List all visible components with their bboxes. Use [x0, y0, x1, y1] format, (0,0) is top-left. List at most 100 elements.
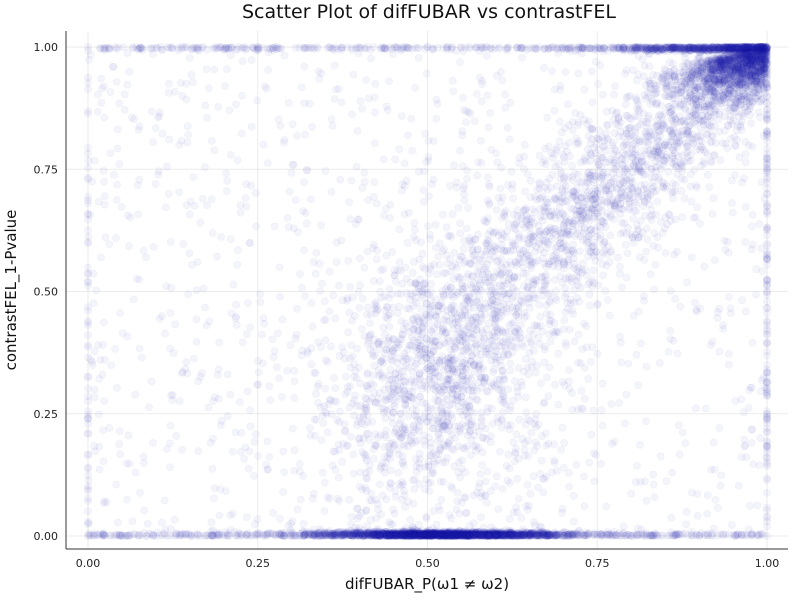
scatter-point — [397, 530, 405, 539]
scatter-point — [138, 44, 147, 53]
scatter-point — [129, 43, 137, 52]
scatter-point — [418, 531, 427, 540]
grid — [66, 31, 788, 549]
scatter-point — [488, 45, 497, 54]
scatter-point — [440, 531, 449, 540]
scatter-point — [489, 529, 498, 538]
scatter-point — [253, 43, 262, 51]
scatter-point — [179, 530, 188, 538]
scatter-point — [585, 290, 594, 299]
scatter-point — [190, 531, 199, 540]
scatter-point — [449, 531, 458, 539]
scatter-point — [527, 529, 535, 537]
scatter-point — [525, 531, 534, 540]
scatter-point — [716, 156, 725, 164]
scatter-point — [593, 43, 602, 51]
scatter-point — [460, 530, 469, 539]
scatter-point — [492, 531, 501, 540]
scatter-point — [400, 529, 409, 538]
scatter-point — [302, 527, 311, 536]
scatter-point — [423, 346, 432, 355]
scatter-point — [599, 271, 607, 280]
scatter-point — [423, 43, 432, 51]
scatter-point — [462, 224, 471, 233]
scatter-point — [433, 270, 441, 279]
scatter-point — [525, 532, 534, 540]
scatter-point — [473, 531, 482, 540]
scatter-point — [140, 529, 149, 537]
scatter-point — [379, 529, 388, 538]
scatter-point — [430, 531, 439, 539]
scatter-point — [149, 532, 158, 540]
scatter-point — [389, 532, 398, 540]
scatter-point — [386, 530, 395, 539]
scatter-point — [355, 532, 364, 540]
scatter-point — [763, 532, 771, 540]
scatter-point — [591, 44, 600, 52]
scatter-point — [548, 43, 557, 52]
scatter-point — [151, 532, 160, 540]
scatter-point — [695, 531, 704, 539]
scatter-point — [348, 531, 356, 540]
scatter-point — [337, 531, 346, 540]
scatter-point — [477, 529, 485, 537]
scatter-point — [291, 43, 300, 52]
scatter-point — [179, 43, 188, 52]
scatter-point — [388, 529, 397, 538]
scatter-point — [602, 146, 611, 155]
scatter-point — [661, 92, 669, 100]
scatter-point — [363, 530, 372, 539]
scatter-point — [311, 531, 320, 539]
scatter-point — [315, 532, 324, 540]
scatter-point — [215, 530, 224, 539]
scatter-point — [426, 531, 435, 539]
scatter-point — [279, 531, 287, 539]
scatter-point — [332, 531, 341, 540]
scatter-point — [221, 44, 230, 53]
scatter-point — [491, 532, 500, 540]
scatter-point — [559, 228, 568, 237]
scatter-point — [412, 531, 421, 540]
scatter-point — [581, 266, 590, 274]
scatter-point — [564, 44, 573, 53]
scatter-point — [542, 178, 551, 187]
scatter-point — [486, 530, 495, 539]
scatter-point — [355, 434, 364, 443]
scatter-point — [232, 531, 240, 540]
scatter-point — [287, 532, 296, 540]
scatter-point — [168, 44, 176, 52]
scatter-point — [363, 529, 371, 538]
scatter-point — [535, 178, 544, 187]
scatter-point — [97, 532, 106, 540]
scatter-point — [437, 530, 446, 538]
scatter-point — [430, 529, 439, 538]
scatter-point — [521, 140, 529, 149]
scatter-point — [507, 528, 516, 537]
scatter-point — [100, 44, 109, 52]
scatter-point — [460, 531, 469, 540]
scatter-point — [311, 529, 319, 538]
scatter-point — [364, 531, 373, 540]
scatter-point — [368, 531, 376, 540]
scatter-point — [336, 531, 344, 539]
scatter-point — [472, 530, 480, 539]
scatter-point — [580, 531, 589, 540]
scatter-point — [450, 530, 459, 538]
scatter-point — [529, 529, 537, 537]
scatter-point — [555, 117, 564, 126]
scatter-point — [486, 529, 495, 538]
scatter-point — [680, 194, 689, 203]
scatter-point — [535, 300, 543, 309]
scatter-point — [552, 296, 561, 305]
scatter-point — [763, 287, 771, 296]
scatter-point — [418, 530, 426, 538]
scatter-point — [417, 305, 425, 313]
scatter-point — [566, 531, 575, 539]
scatter-point — [398, 527, 407, 535]
scatter-point — [412, 529, 420, 538]
scatter-point — [695, 532, 703, 540]
scatter-point — [479, 530, 488, 539]
scatter-point — [537, 529, 545, 538]
scatter-point — [443, 528, 452, 537]
